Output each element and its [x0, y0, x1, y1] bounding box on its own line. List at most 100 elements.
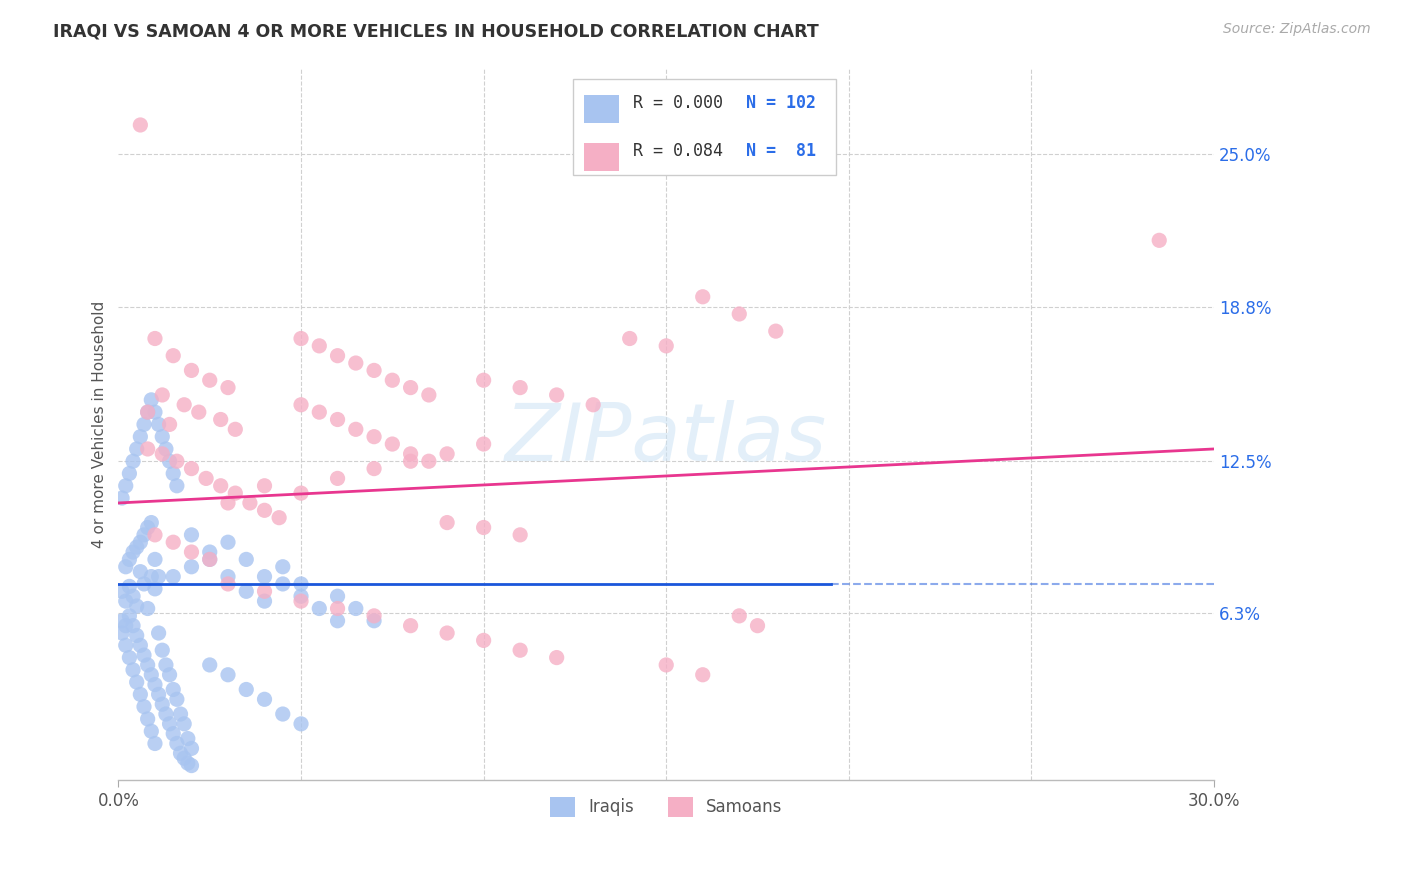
- Point: [363, 608, 385, 623]
- Point: [180, 461, 202, 475]
- Point: [141, 667, 163, 681]
- Point: [217, 496, 239, 510]
- Legend: Iraqis, Samoans: Iraqis, Samoans: [541, 789, 790, 825]
- Point: [148, 687, 170, 701]
- Point: [472, 520, 495, 534]
- Point: [129, 118, 152, 132]
- Point: [728, 307, 751, 321]
- Point: [235, 682, 257, 697]
- Point: [166, 479, 188, 493]
- Point: [363, 461, 385, 475]
- Point: [143, 737, 166, 751]
- Point: [692, 667, 714, 681]
- Point: [162, 349, 184, 363]
- Point: [173, 751, 195, 765]
- Point: [198, 545, 221, 559]
- Point: [253, 692, 276, 706]
- Point: [162, 726, 184, 740]
- Point: [546, 650, 568, 665]
- Point: [136, 712, 159, 726]
- Point: [129, 638, 152, 652]
- Point: [129, 430, 152, 444]
- Point: [141, 392, 163, 407]
- Point: [217, 535, 239, 549]
- Point: [162, 682, 184, 697]
- Point: [546, 388, 568, 402]
- Point: [253, 479, 276, 493]
- Point: [118, 650, 141, 665]
- Point: [148, 569, 170, 583]
- Point: [224, 486, 246, 500]
- Point: [209, 412, 232, 426]
- Point: [765, 324, 787, 338]
- FancyBboxPatch shape: [583, 95, 619, 123]
- Point: [217, 381, 239, 395]
- Point: [155, 657, 177, 672]
- Point: [217, 667, 239, 681]
- Point: [122, 545, 145, 559]
- Point: [308, 601, 330, 615]
- Point: [271, 577, 294, 591]
- Point: [290, 716, 312, 731]
- Point: [436, 447, 458, 461]
- Point: [159, 417, 181, 432]
- Point: [150, 388, 173, 402]
- Point: [418, 388, 440, 402]
- Point: [436, 516, 458, 530]
- Point: [143, 552, 166, 566]
- Point: [472, 373, 495, 387]
- Point: [162, 535, 184, 549]
- Point: [155, 442, 177, 456]
- Point: [326, 601, 349, 615]
- Point: [125, 675, 148, 690]
- Point: [122, 663, 145, 677]
- Point: [141, 724, 163, 739]
- Point: [363, 430, 385, 444]
- Point: [180, 363, 202, 377]
- Point: [125, 628, 148, 642]
- Point: [132, 648, 155, 662]
- Point: [399, 454, 422, 468]
- Point: [209, 479, 232, 493]
- Point: [173, 398, 195, 412]
- Point: [136, 405, 159, 419]
- Point: [177, 756, 200, 771]
- Point: [344, 601, 367, 615]
- Point: [114, 559, 136, 574]
- Point: [114, 594, 136, 608]
- Point: [253, 594, 276, 608]
- Point: [381, 373, 404, 387]
- Point: [399, 618, 422, 632]
- Point: [141, 569, 163, 583]
- Point: [125, 540, 148, 554]
- Point: [150, 447, 173, 461]
- Point: [195, 471, 218, 485]
- Point: [122, 618, 145, 632]
- Point: [177, 731, 200, 746]
- Point: [344, 422, 367, 436]
- Point: [118, 579, 141, 593]
- Point: [344, 356, 367, 370]
- Point: [129, 535, 152, 549]
- Point: [118, 467, 141, 481]
- Point: [326, 349, 349, 363]
- FancyBboxPatch shape: [583, 143, 619, 171]
- Point: [118, 552, 141, 566]
- Point: [162, 467, 184, 481]
- Point: [436, 626, 458, 640]
- Point: [148, 626, 170, 640]
- Point: [111, 584, 134, 599]
- Point: [363, 363, 385, 377]
- Point: [148, 417, 170, 432]
- Point: [326, 589, 349, 603]
- Point: [143, 677, 166, 691]
- Point: [132, 417, 155, 432]
- Point: [150, 697, 173, 711]
- Point: [399, 381, 422, 395]
- Text: R = 0.000: R = 0.000: [633, 95, 723, 112]
- Point: [125, 442, 148, 456]
- Y-axis label: 4 or more Vehicles in Household: 4 or more Vehicles in Household: [93, 301, 107, 548]
- Point: [136, 405, 159, 419]
- Point: [136, 520, 159, 534]
- Point: [159, 454, 181, 468]
